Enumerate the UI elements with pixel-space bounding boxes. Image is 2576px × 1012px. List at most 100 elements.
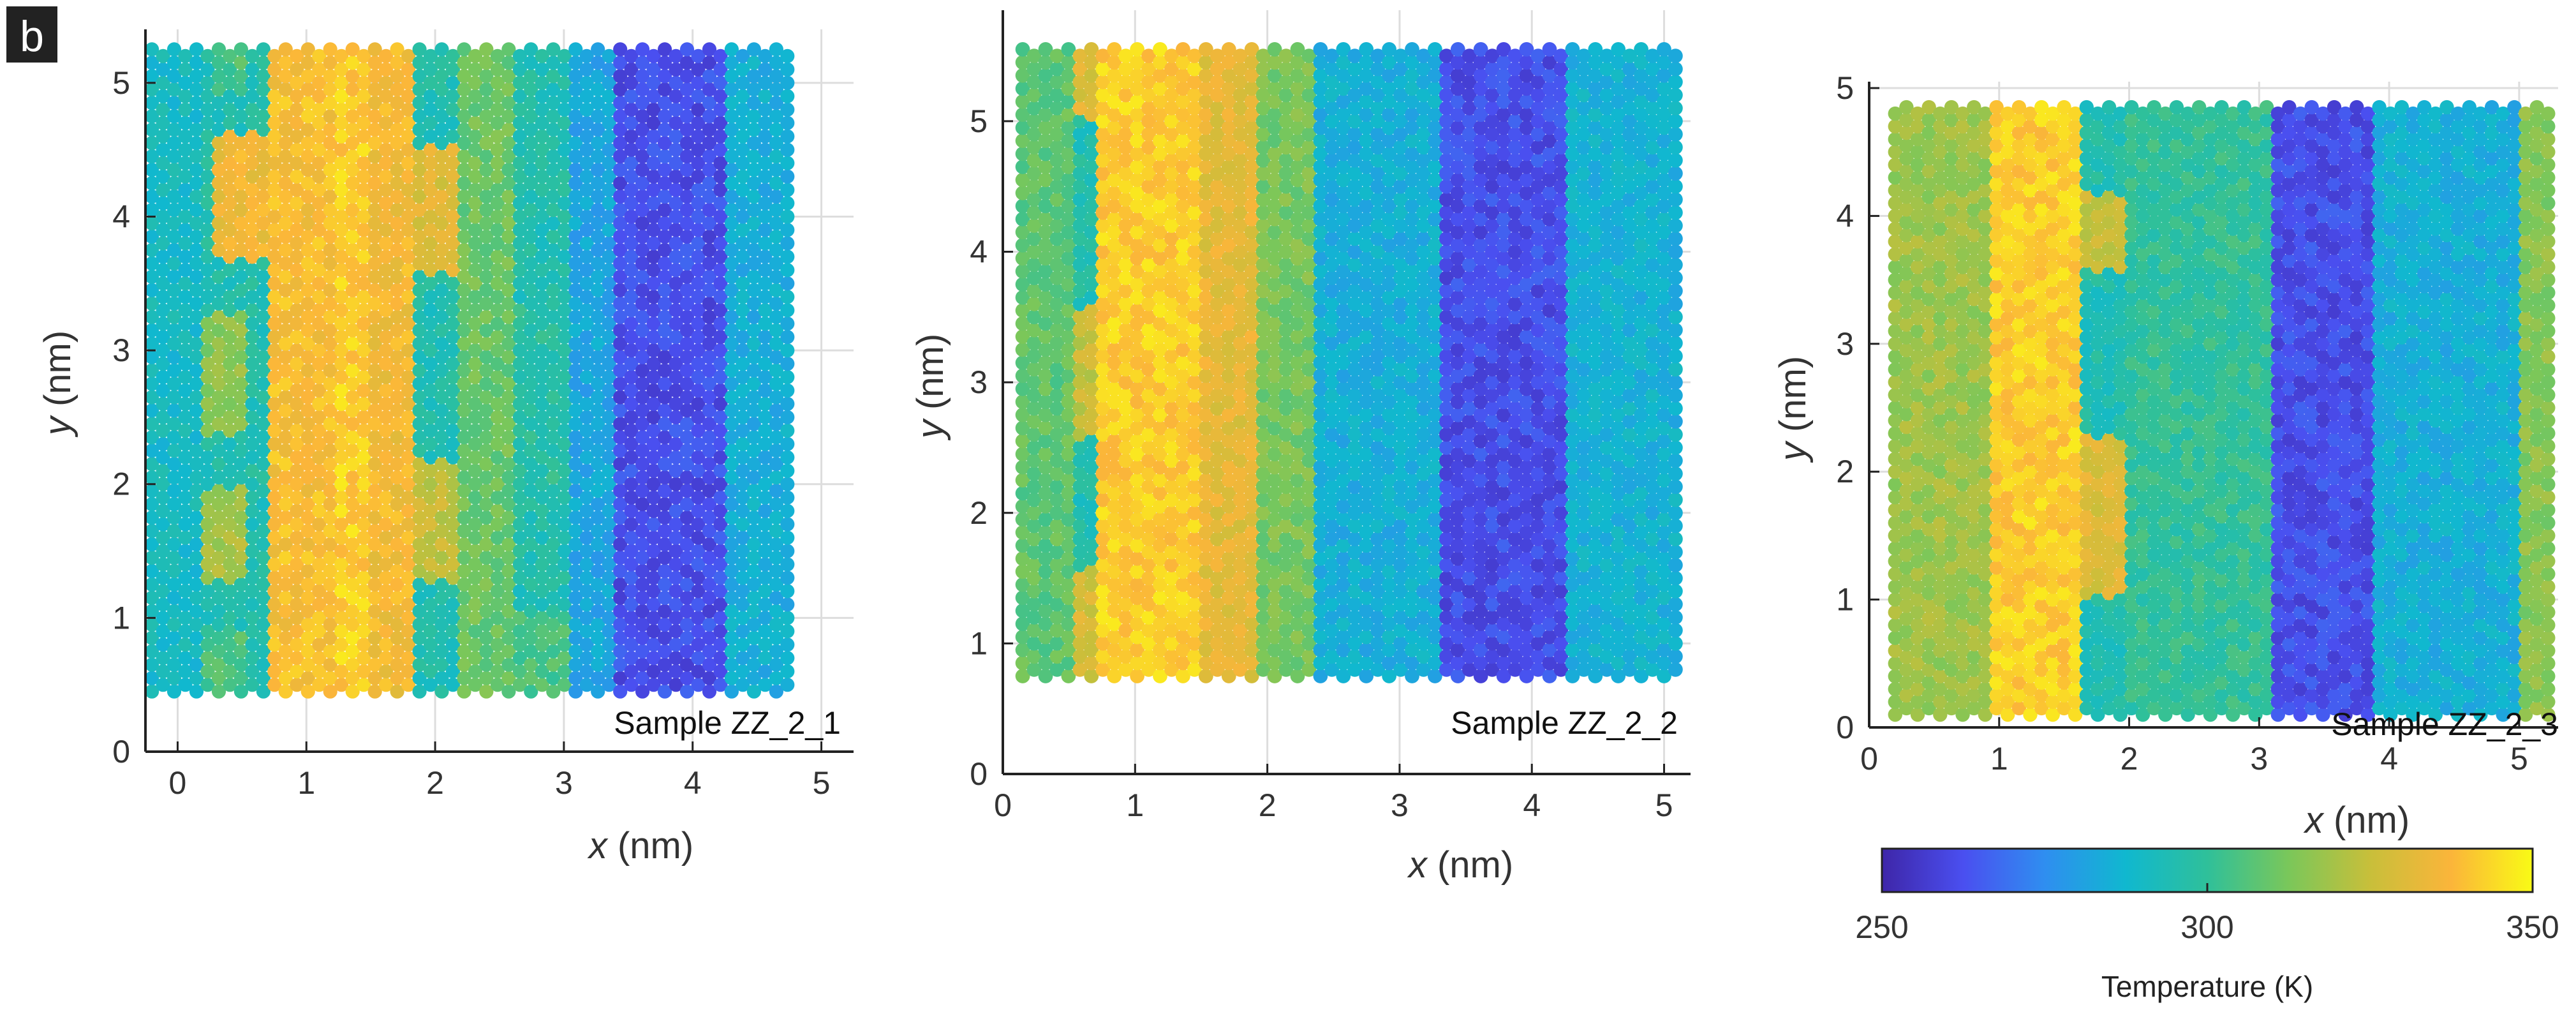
lattice-point	[780, 369, 795, 385]
lattice-point	[535, 343, 549, 358]
lattice-point	[401, 584, 416, 599]
lattice-point	[490, 209, 505, 224]
lattice-point	[245, 463, 260, 478]
lattice-point	[501, 363, 516, 378]
lattice-point	[390, 590, 404, 606]
lattice-point	[379, 209, 394, 224]
lattice-point	[300, 56, 315, 70]
lattice-point	[290, 196, 304, 211]
lattice-point	[189, 296, 204, 311]
lattice-point	[178, 89, 193, 103]
lattice-point	[278, 390, 293, 405]
lattice-point	[780, 436, 795, 452]
lattice-point	[468, 517, 483, 532]
lattice-point	[267, 477, 282, 491]
lattice-point	[156, 223, 170, 237]
lattice-point	[546, 630, 561, 645]
lattice-point	[468, 357, 483, 371]
lattice-point	[223, 396, 237, 412]
lattice-point	[200, 357, 215, 371]
lattice-point	[780, 182, 795, 197]
lattice-point	[200, 557, 215, 572]
lattice-point	[423, 410, 438, 425]
lattice-point	[223, 477, 237, 491]
lattice-point	[300, 109, 315, 124]
lattice-point	[501, 109, 516, 124]
lattice-point	[423, 129, 438, 144]
lattice-point	[501, 189, 516, 204]
lattice-point	[546, 417, 561, 431]
lattice-point	[479, 550, 494, 565]
lattice-point	[468, 236, 483, 251]
lattice-point	[256, 216, 270, 231]
lattice-point	[189, 430, 204, 445]
lattice-point	[178, 156, 193, 170]
lattice-point	[211, 69, 226, 84]
lattice-point	[300, 484, 315, 498]
lattice-point	[401, 303, 416, 318]
lattice-point	[546, 470, 561, 485]
lattice-point	[167, 376, 182, 391]
lattice-point	[290, 624, 304, 639]
lattice-point	[345, 229, 360, 244]
lattice-point	[334, 436, 349, 452]
lattice-point	[457, 283, 471, 297]
lattice-point	[445, 75, 461, 90]
lattice-point	[312, 624, 327, 639]
lattice-point	[211, 82, 226, 97]
lattice-point	[267, 637, 282, 652]
lattice-point	[334, 142, 349, 157]
lattice-point	[390, 497, 404, 512]
lattice-point	[300, 269, 315, 284]
lattice-point	[345, 296, 360, 311]
lattice-point	[323, 430, 337, 445]
lattice-point	[501, 510, 516, 525]
lattice-point	[256, 96, 270, 110]
lattice-point	[390, 457, 404, 472]
x-tick-label: 2	[426, 765, 444, 801]
lattice-point	[379, 115, 394, 130]
lattice-point	[323, 604, 337, 619]
lattice-point	[780, 423, 795, 438]
lattice-point	[501, 269, 516, 284]
lattice-point	[780, 611, 795, 625]
lattice-point	[290, 330, 304, 345]
lattice-point	[300, 550, 315, 565]
lattice-point	[434, 657, 449, 672]
lattice-point	[390, 42, 404, 57]
lattice-point	[312, 597, 327, 612]
lattice-point	[457, 457, 471, 472]
lattice-point	[780, 357, 795, 371]
lattice-point	[379, 544, 394, 558]
lattice-point	[423, 330, 438, 345]
lattice-point	[290, 357, 304, 371]
y-tick-label: 1	[112, 600, 130, 636]
lattice-point	[490, 290, 505, 304]
lattice-point	[290, 209, 304, 224]
lattice-point	[267, 396, 282, 412]
lattice-point	[345, 590, 360, 606]
lattice-point	[423, 477, 438, 491]
lattice-point	[189, 82, 204, 97]
lattice-point	[245, 450, 260, 465]
lattice-point	[345, 470, 360, 485]
lattice-point	[468, 75, 483, 90]
lattice-point	[357, 410, 371, 425]
lattice-point	[189, 376, 204, 391]
lattice-point	[233, 323, 248, 338]
lattice-point	[423, 517, 438, 532]
lattice-point	[178, 611, 193, 625]
lattice-point	[200, 570, 215, 585]
y-tick-label: 5	[112, 65, 130, 101]
lattice-point	[367, 309, 382, 324]
lattice-point	[512, 637, 528, 652]
lattice-point	[457, 336, 471, 351]
lattice-point	[323, 269, 337, 284]
lattice-point	[278, 604, 293, 619]
lattice-point	[290, 450, 304, 465]
lattice-point	[367, 644, 382, 659]
lattice-point	[501, 296, 516, 311]
lattice-point	[189, 256, 204, 271]
lattice-point	[780, 316, 795, 331]
lattice-point	[401, 209, 416, 224]
